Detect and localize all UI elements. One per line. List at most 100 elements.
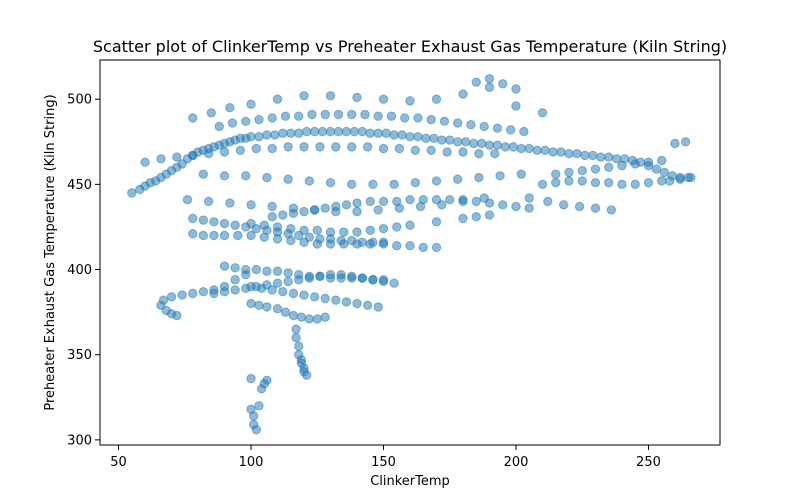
data-point (577, 166, 587, 176)
data-point (458, 194, 468, 205)
data-point (312, 239, 322, 249)
data-point (331, 142, 341, 152)
data-point (188, 288, 198, 299)
data-point (378, 223, 389, 234)
data-point (254, 300, 264, 311)
data-point (172, 152, 182, 162)
data-point (312, 225, 322, 236)
data-point (198, 286, 209, 297)
data-point (241, 283, 251, 293)
data-point (235, 145, 246, 155)
x-tick-label: 150 (371, 455, 396, 470)
data-point (291, 324, 301, 334)
data-point (315, 142, 325, 152)
data-point (299, 206, 309, 217)
data-point (588, 150, 598, 161)
data-point (498, 79, 508, 89)
data-point (283, 174, 293, 184)
x-ticks: 50 100 150 200 250 (110, 445, 661, 470)
data-point (188, 113, 198, 123)
data-point (219, 147, 230, 157)
data-point (309, 292, 320, 302)
data-point (405, 131, 415, 142)
data-point (172, 310, 182, 321)
data-point (304, 176, 315, 186)
data-point (524, 203, 534, 213)
data-point (188, 213, 198, 224)
data-point (278, 286, 288, 297)
data-point (484, 198, 495, 208)
data-point (299, 237, 309, 247)
data-point (166, 292, 177, 302)
data-point (492, 123, 503, 133)
data-point (320, 109, 330, 120)
data-point (394, 143, 405, 154)
data-point (262, 172, 272, 183)
data-point (352, 239, 362, 249)
data-point (347, 142, 357, 152)
data-point (630, 179, 640, 190)
data-point (209, 230, 219, 241)
data-point (309, 126, 320, 137)
data-point (296, 312, 307, 322)
data-point (270, 130, 280, 140)
data-point (283, 276, 293, 287)
data-point (352, 206, 362, 217)
data-point (392, 196, 402, 207)
data-point (389, 130, 399, 140)
data-point (357, 273, 368, 283)
data-point (156, 154, 166, 164)
data-point (352, 198, 362, 208)
data-point (511, 84, 521, 94)
data-point (604, 162, 614, 173)
data-point (651, 164, 662, 174)
data-point (479, 121, 489, 132)
data-point (331, 295, 341, 305)
data-point (373, 302, 383, 312)
data-point (490, 148, 500, 159)
x-tick-label: 250 (636, 455, 661, 470)
data-point (373, 111, 383, 121)
data-point (286, 128, 296, 138)
data-point (233, 230, 243, 241)
data-point (458, 89, 468, 99)
data-point (272, 234, 283, 244)
data-point (225, 103, 235, 113)
data-point (294, 275, 304, 285)
data-point (331, 201, 341, 212)
data-point (410, 177, 420, 188)
data-point (686, 172, 696, 183)
data-point (246, 99, 256, 109)
data-point (259, 232, 269, 242)
data-point (664, 176, 675, 186)
data-point (543, 196, 553, 207)
data-point (262, 130, 272, 140)
data-point (657, 155, 667, 166)
data-point (127, 188, 137, 198)
y-tick-label: 500 (67, 93, 92, 108)
data-point (278, 128, 288, 138)
y-axis-label: Preheater Exhaust Gas Temperature (Kiln … (43, 94, 58, 410)
data-point (365, 225, 375, 236)
data-point (267, 212, 277, 222)
data-point (219, 218, 230, 229)
data-point (246, 200, 256, 210)
data-point (421, 133, 431, 144)
data-point (378, 196, 389, 207)
data-point (333, 126, 344, 137)
data-point (320, 293, 330, 304)
data-point (466, 120, 476, 130)
data-point (564, 167, 574, 178)
data-point (405, 96, 415, 106)
data-point (301, 370, 312, 380)
data-point (670, 138, 680, 149)
data-point (320, 312, 330, 322)
data-point (471, 212, 481, 222)
data-point (230, 275, 240, 285)
data-point (283, 268, 293, 278)
data-point (590, 177, 601, 188)
data-point (347, 271, 357, 282)
data-point (484, 74, 495, 84)
data-point (574, 201, 585, 212)
